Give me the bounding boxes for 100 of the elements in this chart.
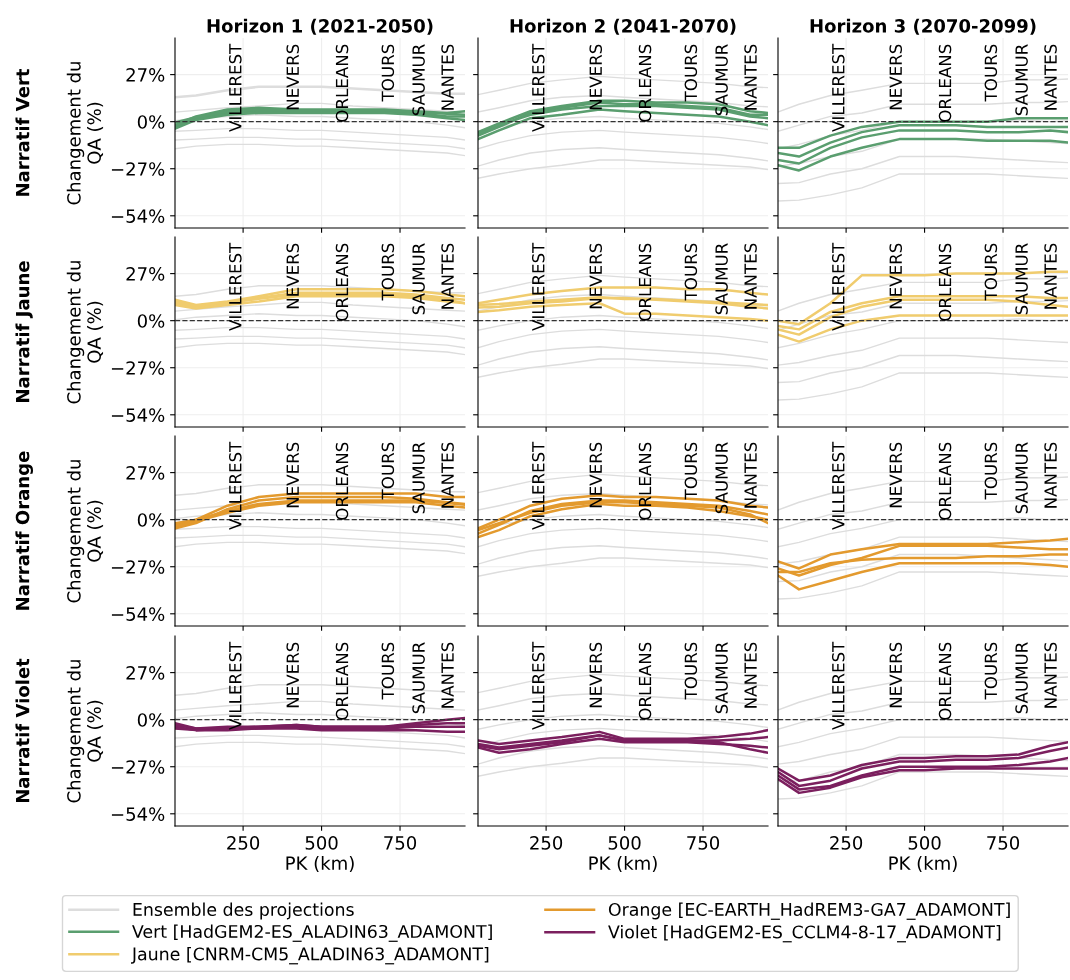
annotation: VILLEREST: [832, 43, 845, 132]
y-tick-label: 27%: [126, 466, 165, 480]
annotation: NEVERS: [889, 44, 903, 110]
annotation: NANTES: [744, 442, 757, 508]
legend-label: Vert [HadGEM2-ES_ALADIN63_ADAMONT]: [132, 924, 492, 942]
annotation: ORLEANS: [938, 243, 952, 321]
text: Narratif Orange: [15, 451, 34, 610]
annotation: SAUMUR: [412, 44, 425, 116]
x-tick-label: 750: [384, 836, 417, 850]
annotation: TOURS: [684, 442, 698, 500]
y-tick-label: 0%: [137, 713, 165, 727]
annotation: ORLEANS: [335, 642, 349, 720]
annotation: NEVERS: [889, 642, 903, 708]
annotation: NANTES: [441, 642, 454, 708]
y-tick-label: −27%: [111, 560, 165, 574]
y-tick-label: −27%: [111, 162, 165, 176]
annotation: VILLEREST: [532, 441, 545, 530]
annotation: NANTES: [1044, 243, 1057, 309]
annotation: NANTES: [441, 44, 454, 110]
annotation: NEVERS: [889, 442, 903, 508]
annotation: NEVERS: [589, 44, 603, 110]
y-tick-label: 27%: [126, 267, 165, 281]
annotation: VILLEREST: [532, 43, 545, 132]
legend-label: Violet [HadGEM2-ES_CCLM4-8-17_ADAMONT]: [608, 925, 1001, 943]
annotation: SAUMUR: [715, 442, 728, 514]
annotation: ORLEANS: [638, 642, 652, 720]
annotation: TOURS: [684, 243, 698, 301]
annotation: NEVERS: [286, 642, 300, 708]
annotation: NEVERS: [889, 243, 903, 309]
y-tick-label: 0%: [137, 513, 165, 527]
y-tick-label: −27%: [111, 760, 165, 774]
annotation: VILLEREST: [229, 43, 242, 132]
x-tick-label: 250: [830, 836, 863, 850]
annotation: ORLEANS: [938, 642, 952, 720]
legend-label: Ensemble des projections: [133, 902, 354, 920]
text: Narratif Violet: [15, 658, 30, 803]
y-tick-label: 27%: [126, 666, 165, 680]
chart-title: Horizon 1 (2021-2050): [207, 18, 433, 35]
annotation: ORLEANS: [938, 44, 952, 122]
annotation: TOURS: [381, 44, 395, 102]
annotation: NANTES: [441, 442, 454, 508]
y-tick-label: −54%: [111, 209, 165, 223]
y-tick-label: −54%: [111, 408, 165, 422]
text: Narratif Vert: [15, 68, 30, 196]
x-axis-title: PK (km): [286, 855, 354, 873]
y-tick-label: −27%: [111, 361, 165, 375]
y-axis-title: Changement du QA (%): [66, 62, 104, 205]
annotation: VILLEREST: [229, 641, 242, 730]
annotation: TOURS: [984, 642, 998, 700]
y-tick-label: −54%: [111, 607, 165, 621]
annotation: NANTES: [744, 243, 757, 309]
annotation: TOURS: [984, 442, 998, 500]
annotation: VILLEREST: [832, 641, 845, 730]
x-tick-label: 500: [608, 836, 641, 850]
chart-title: Horizon 3 (2070-2099): [810, 18, 1036, 35]
annotation: VILLEREST: [832, 441, 845, 530]
x-tick-label: 750: [987, 836, 1020, 850]
annotation: NEVERS: [286, 442, 300, 508]
annotation: VILLEREST: [532, 242, 545, 331]
y-tick-label: 27%: [126, 68, 165, 82]
annotation: TOURS: [684, 44, 698, 102]
annotation: NEVERS: [286, 243, 300, 309]
text: Narratif Jaune: [15, 261, 33, 402]
annotation: TOURS: [381, 442, 395, 500]
x-tick-label: 750: [687, 836, 720, 850]
x-tick-label: 500: [305, 836, 338, 850]
legend-label: Jaune [CNRM-CM5_ALADIN63_ADAMONT]: [131, 947, 489, 965]
annotation: ORLEANS: [335, 442, 349, 520]
annotation: ORLEANS: [638, 243, 652, 321]
annotation: ORLEANS: [938, 442, 952, 520]
annotation: VILLEREST: [532, 641, 545, 730]
y-tick-label: −54%: [111, 807, 165, 821]
annotation: SAUMUR: [715, 243, 728, 315]
annotation: VILLEREST: [832, 242, 845, 331]
annotation: ORLEANS: [335, 243, 349, 321]
annotation: SAUMUR: [715, 642, 728, 714]
annotation: NANTES: [441, 243, 454, 309]
x-tick-label: 500: [908, 836, 941, 850]
annotation: TOURS: [684, 642, 698, 700]
y-axis-title: Changement du QA (%): [66, 660, 104, 803]
annotation: ORLEANS: [638, 442, 652, 520]
annotation: TOURS: [984, 44, 998, 102]
y-axis-title: Changement du QA (%): [66, 261, 104, 404]
x-axis-title: PK (km): [889, 855, 957, 873]
annotation: NEVERS: [589, 442, 603, 508]
annotation: ORLEANS: [335, 44, 349, 122]
x-tick-label: 250: [227, 836, 260, 850]
annotation: SAUMUR: [1015, 44, 1028, 116]
annotation: NANTES: [1044, 442, 1057, 508]
annotation: SAUMUR: [412, 442, 425, 514]
chart-title: Horizon 2 (2041-2070): [510, 18, 736, 35]
annotation: SAUMUR: [1015, 442, 1028, 514]
annotation: NANTES: [744, 44, 757, 110]
y-tick-label: 0%: [137, 115, 165, 129]
annotation: SAUMUR: [1015, 642, 1028, 714]
legend-label: Orange [EC-EARTH_HadREM3-GA7_ADAMONT]: [608, 902, 1010, 920]
annotation: NANTES: [1044, 642, 1057, 708]
annotation: SAUMUR: [1015, 243, 1028, 315]
annotation: VILLEREST: [229, 441, 242, 530]
annotation: SAUMUR: [715, 44, 728, 116]
